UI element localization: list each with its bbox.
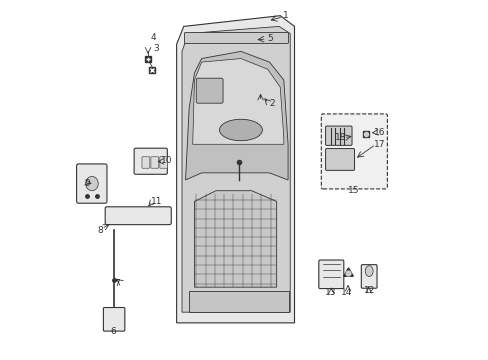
Text: 17: 17 [373,140,385,149]
FancyBboxPatch shape [160,157,167,168]
Polygon shape [194,191,276,287]
Ellipse shape [85,176,98,191]
Text: 11: 11 [150,197,162,206]
Polygon shape [185,51,287,180]
FancyBboxPatch shape [321,114,386,189]
Text: 1: 1 [283,11,288,20]
Text: 13: 13 [324,288,335,297]
FancyBboxPatch shape [142,157,149,168]
Text: 8: 8 [98,225,103,234]
FancyBboxPatch shape [325,126,351,145]
Polygon shape [176,16,294,323]
FancyBboxPatch shape [361,265,376,288]
Text: 4: 4 [150,33,156,42]
Text: 6: 6 [110,327,116,336]
Text: 5: 5 [267,35,272,44]
Ellipse shape [365,266,372,276]
FancyBboxPatch shape [196,78,223,103]
FancyBboxPatch shape [325,149,354,170]
Text: 15: 15 [348,185,359,194]
Text: 2: 2 [269,99,275,108]
FancyBboxPatch shape [105,207,171,225]
Ellipse shape [219,119,262,141]
FancyBboxPatch shape [318,260,343,289]
Polygon shape [192,59,283,144]
FancyBboxPatch shape [134,148,167,174]
Text: 9: 9 [84,179,90,188]
Text: 10: 10 [161,156,172,165]
FancyBboxPatch shape [151,157,159,168]
FancyBboxPatch shape [184,32,288,44]
FancyBboxPatch shape [103,307,124,331]
Text: 3: 3 [153,44,159,53]
Text: 18: 18 [334,133,346,142]
Text: 12: 12 [363,285,374,294]
Polygon shape [189,291,288,312]
Text: 14: 14 [341,288,352,297]
FancyBboxPatch shape [77,164,107,203]
Polygon shape [182,26,290,312]
Text: 7: 7 [114,279,120,288]
Text: 16: 16 [373,128,385,137]
